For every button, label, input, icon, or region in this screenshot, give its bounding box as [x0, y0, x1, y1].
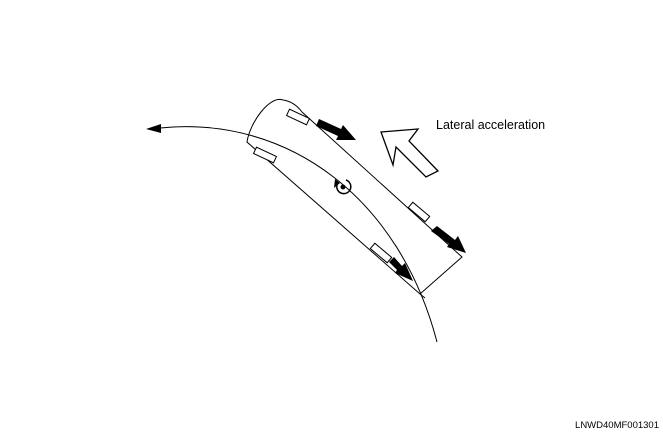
tire-rear-right	[407, 201, 431, 223]
direction-arrowhead-icon	[146, 124, 161, 133]
tire-rear-left	[369, 242, 393, 264]
vehicle-body	[246, 98, 463, 295]
force-arrow-icon	[389, 257, 413, 281]
force-arrow-icon	[316, 119, 356, 140]
tire-front-right	[285, 108, 311, 126]
figure-code: LNWD40MF001301	[575, 420, 659, 431]
tire-front-left	[252, 146, 278, 164]
force-arrow-icon	[431, 226, 466, 253]
hollow-arrow-icon	[380, 128, 440, 178]
turning-path	[159, 126, 438, 343]
yaw-rotation-icon	[334, 179, 352, 195]
lateral-acceleration-label: Lateral acceleration	[436, 118, 546, 132]
reference-line	[419, 293, 426, 299]
